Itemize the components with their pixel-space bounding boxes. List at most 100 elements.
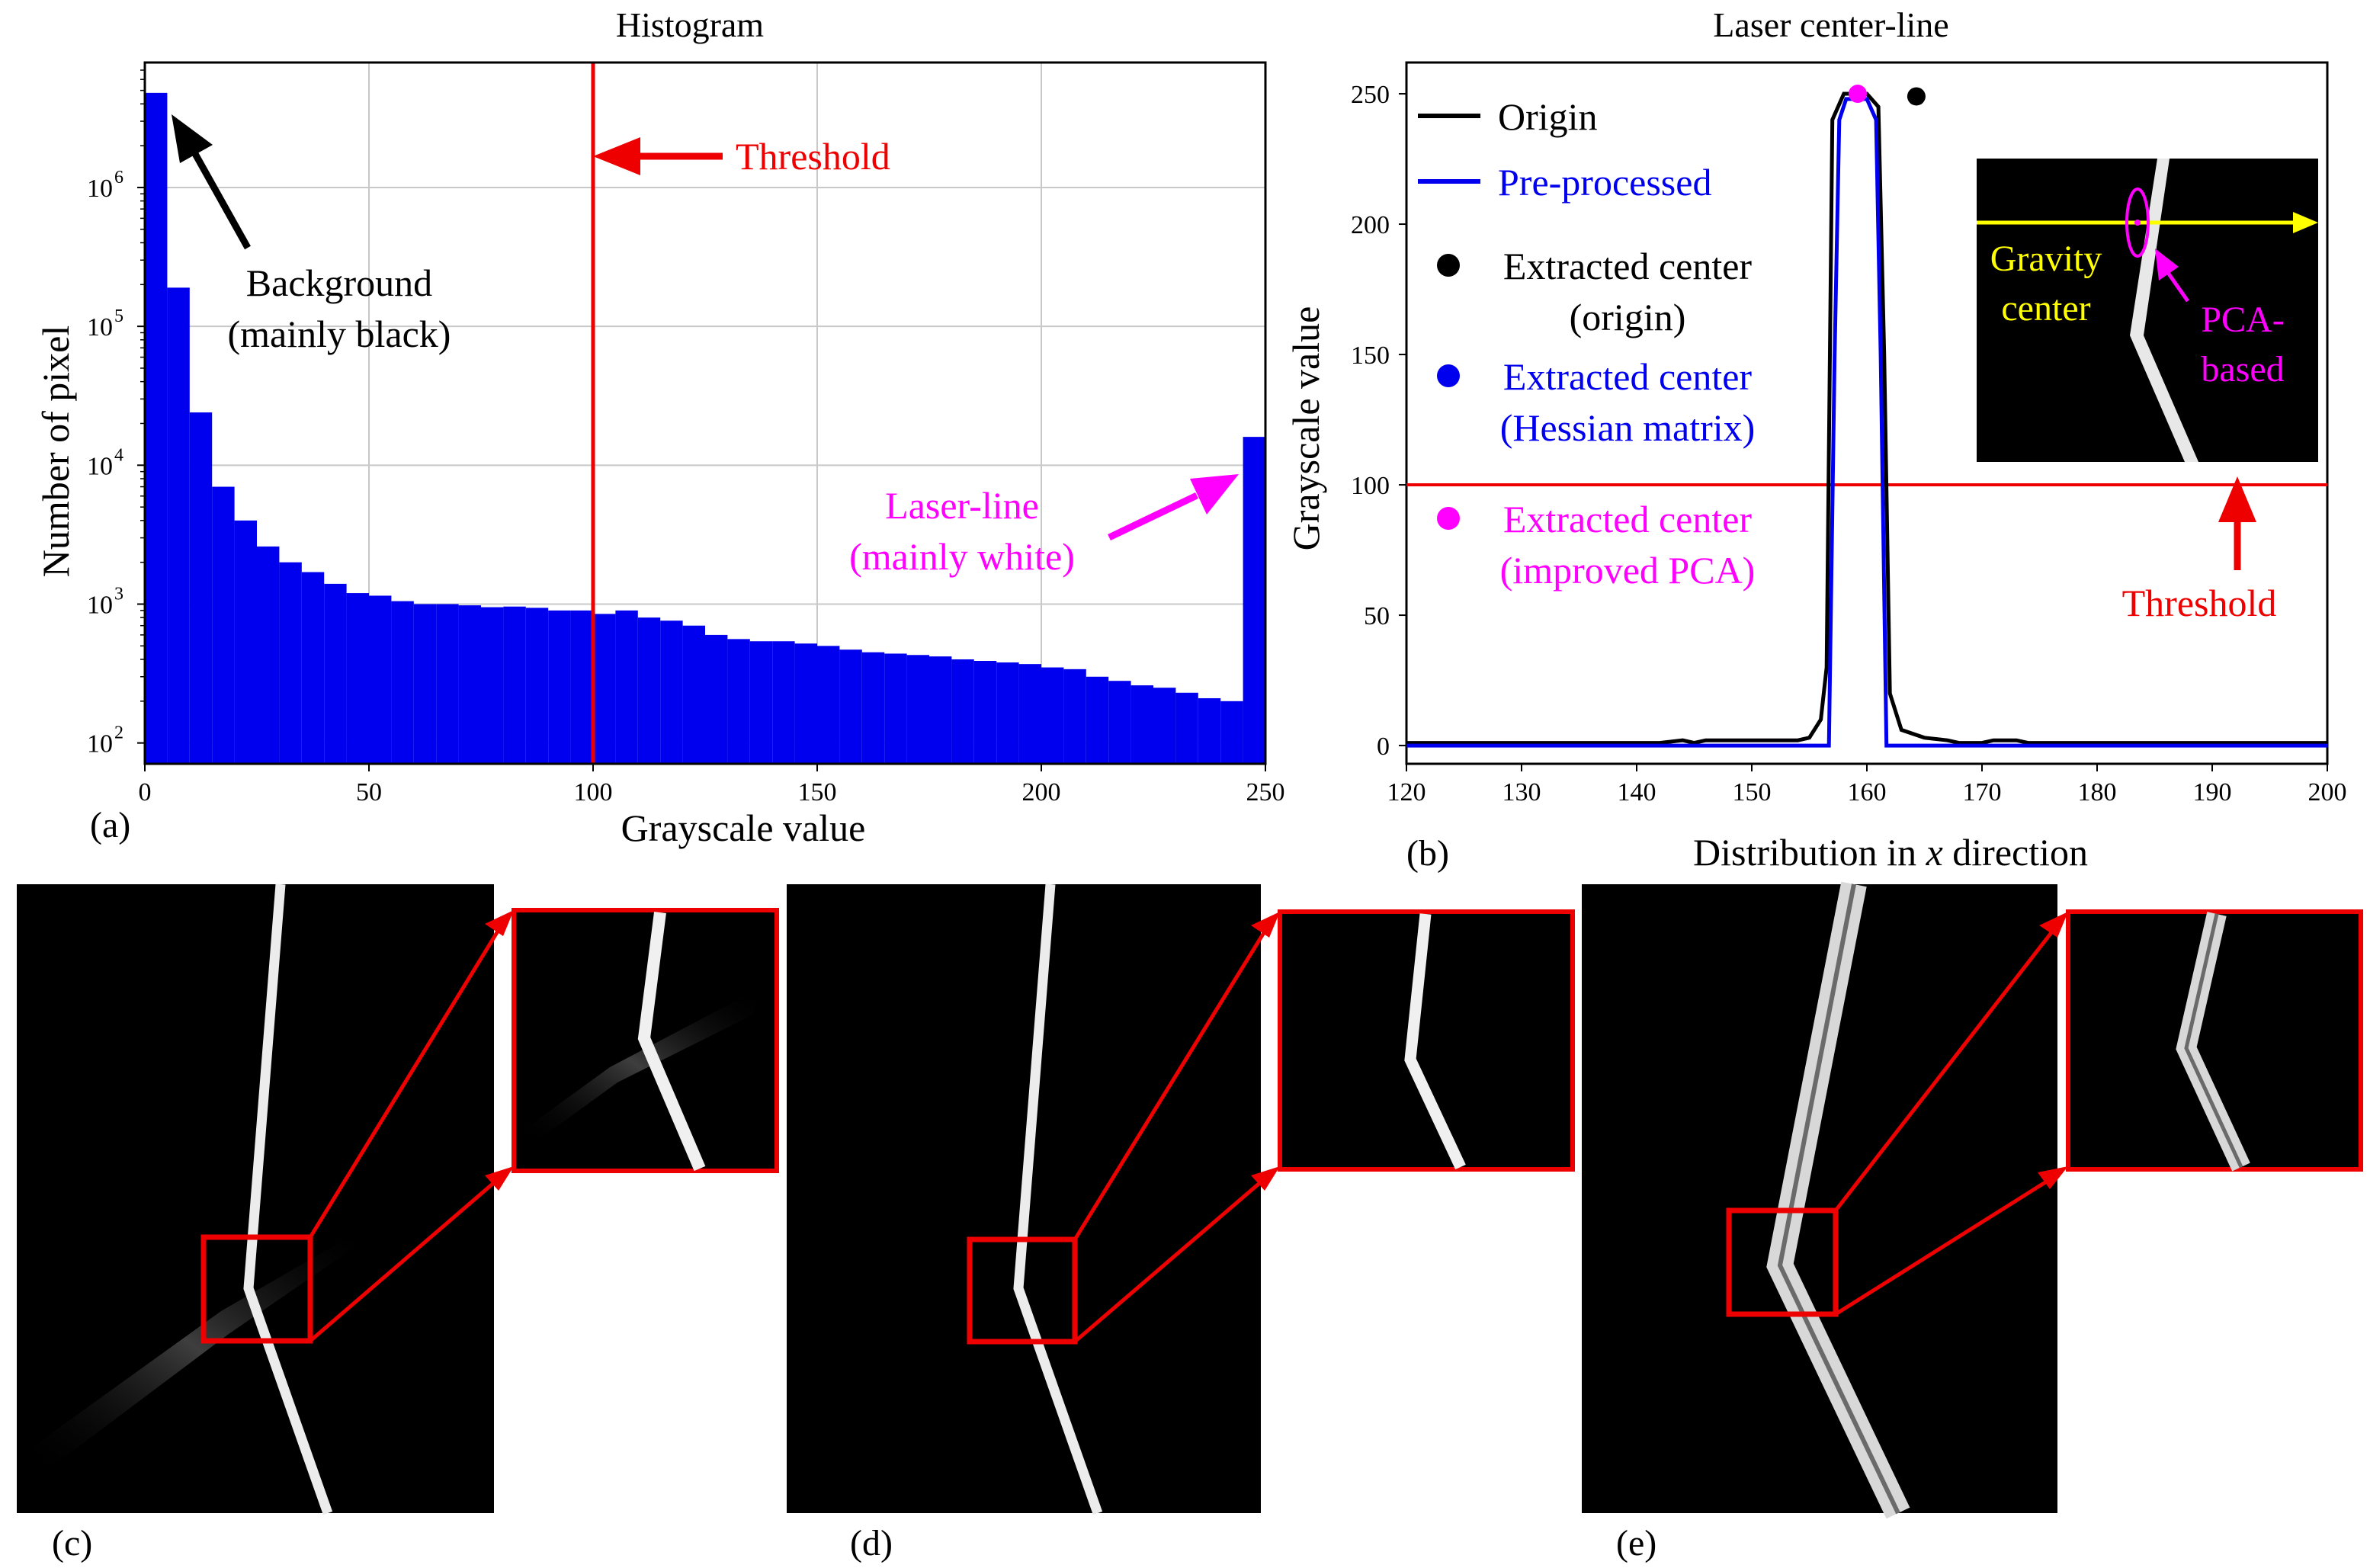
histogram-bars	[145, 92, 1265, 764]
histogram-bar	[503, 606, 526, 764]
histogram-bar	[481, 607, 504, 764]
histogram-bar	[436, 604, 459, 764]
extracted-center-origin-point	[1907, 87, 1926, 106]
histogram-bar	[1220, 701, 1243, 764]
panel-label-d: (d)	[850, 1523, 893, 1563]
centerline-inset: Gravity center PCA- based	[1977, 159, 2318, 462]
histogram-bar	[772, 641, 795, 764]
centerline-y-tick-label: 200	[1351, 211, 1390, 239]
histogram-bar	[189, 412, 213, 764]
histogram-bar	[794, 643, 817, 764]
histogram-bar	[593, 614, 616, 764]
inset-pca-arrow-line	[2164, 269, 2190, 303]
histogram-plot-border	[143, 61, 1267, 765]
inset-gravity-label-line2: center	[2001, 288, 2090, 329]
image-c-connector-bottom-head	[485, 1166, 514, 1191]
image-c-connector-bottom	[309, 1178, 499, 1342]
centerline-threshold-label: Threshold	[2122, 582, 2277, 624]
laser-label-line1: Laser-line	[885, 484, 1039, 527]
xlabel-part2: x	[1926, 831, 1943, 874]
histogram-bar	[1130, 685, 1153, 764]
histogram-bar	[301, 572, 325, 764]
histogram-bar	[1063, 669, 1086, 764]
histogram-bar	[1175, 692, 1198, 764]
histogram-bar	[1198, 697, 1221, 764]
centerline-x-ticks: 120 130 140 150 160 170 180 190 200	[1387, 764, 2347, 806]
histogram-y-tick-exponent: 3	[114, 584, 123, 604]
centerline-y-tick-label: 50	[1364, 602, 1390, 630]
histogram-ylabel: Number of pixel	[34, 325, 77, 577]
image-e-laser-inner	[1777, 883, 1900, 1515]
legend-hessian-center-marker	[1437, 364, 1460, 387]
image-e-connector-top	[1834, 926, 2057, 1212]
legend-pca-center-line1: Extracted center	[1503, 498, 1753, 540]
image-c-zoom-box	[200, 1234, 313, 1344]
image-panel-d: (d)	[787, 883, 1575, 1563]
centerline-x-tick-label: 190	[2193, 778, 2232, 806]
image-d-connector-top	[1073, 926, 1269, 1241]
panel-label-b: (b)	[1406, 833, 1449, 874]
centerline-panel: Laser center-line 120 130 140 150 160 170 180 1…	[1284, 5, 2347, 874]
background-arrow-head	[172, 114, 213, 163]
histogram-threshold-label: Threshold	[736, 135, 890, 178]
histogram-bar	[929, 656, 952, 764]
image-e-zoom-laser-inner	[2184, 913, 2243, 1169]
background-label-line1: Background	[246, 261, 432, 304]
histogram-bar	[1086, 676, 1109, 764]
histogram-bar	[413, 604, 437, 764]
histogram-y-tick-label: 10	[87, 313, 113, 341]
histogram-bar	[145, 92, 168, 764]
image-d-connector-bottom	[1073, 1178, 1265, 1343]
legend-pca-center-marker	[1437, 507, 1460, 530]
inset-pca-ellipse	[2125, 188, 2150, 258]
histogram-title: Histogram	[616, 5, 764, 44]
inset-pca-arrow-head	[2155, 249, 2179, 281]
image-d-zoom-laser	[1404, 913, 1466, 1170]
image-d-laser-line	[1013, 883, 1103, 1515]
laser-arrow-head	[1190, 474, 1239, 515]
histogram-bar	[749, 641, 773, 764]
histogram-bar	[324, 583, 347, 764]
legend-pca-center-line2: (improved PCA)	[1500, 549, 1756, 592]
centerline-legend: Origin Pre-processed Extracted center (o…	[1418, 95, 1755, 592]
inset-gravity-label-line1: Gravity	[1990, 239, 2102, 279]
histogram-x-ticks: 0 50 100 150 200 250	[139, 764, 1285, 806]
legend-origin-center-line2: (origin)	[1570, 296, 1686, 338]
image-d-connector-top-head	[1251, 912, 1280, 938]
histogram-y-tick-label: 10	[87, 730, 113, 758]
centerline-x-tick-label: 120	[1387, 778, 1426, 806]
histogram-x-tick-label: 50	[356, 778, 382, 806]
histogram-bar	[884, 653, 907, 764]
histogram-bar	[346, 593, 369, 764]
image-c-laser-line	[243, 883, 333, 1515]
histogram-bar	[996, 662, 1019, 764]
panel-label-c: (c)	[52, 1523, 92, 1563]
centerline-y-ticks: 0 50 100 150 200 250	[1351, 81, 1406, 761]
image-panel-e: (e)	[1582, 881, 2363, 1563]
histogram-bar	[637, 617, 661, 764]
histogram-bar	[705, 634, 728, 764]
laser-label-line2: (mainly white)	[849, 535, 1075, 578]
image-c-connector-top-head	[485, 910, 514, 936]
panel-label-e: (e)	[1616, 1523, 1656, 1563]
histogram-bar	[1153, 688, 1176, 764]
inset-pca-label-line2: based	[2201, 349, 2284, 390]
histogram-bar	[257, 546, 280, 764]
centerline-x-tick-label: 150	[1733, 778, 1772, 806]
histogram-x-tick-label: 0	[139, 778, 152, 806]
histogram-bar	[861, 652, 885, 764]
histogram-bar	[212, 486, 235, 764]
laser-arrow-shaft	[1108, 492, 1198, 541]
inset-gravity-arrow-head	[2293, 212, 2318, 233]
histogram-bar	[1018, 664, 1041, 764]
histogram-bar	[727, 639, 750, 764]
centerline-x-tick-label: 180	[2078, 778, 2117, 806]
histogram-y-tick-exponent: 6	[114, 168, 123, 188]
histogram-bar	[1108, 681, 1131, 764]
image-d-connector-bottom-head	[1251, 1166, 1280, 1191]
histogram-y-tick-label: 10	[87, 591, 113, 619]
image-e-zoom-box	[1726, 1207, 1839, 1317]
histogram-bar	[279, 562, 302, 764]
